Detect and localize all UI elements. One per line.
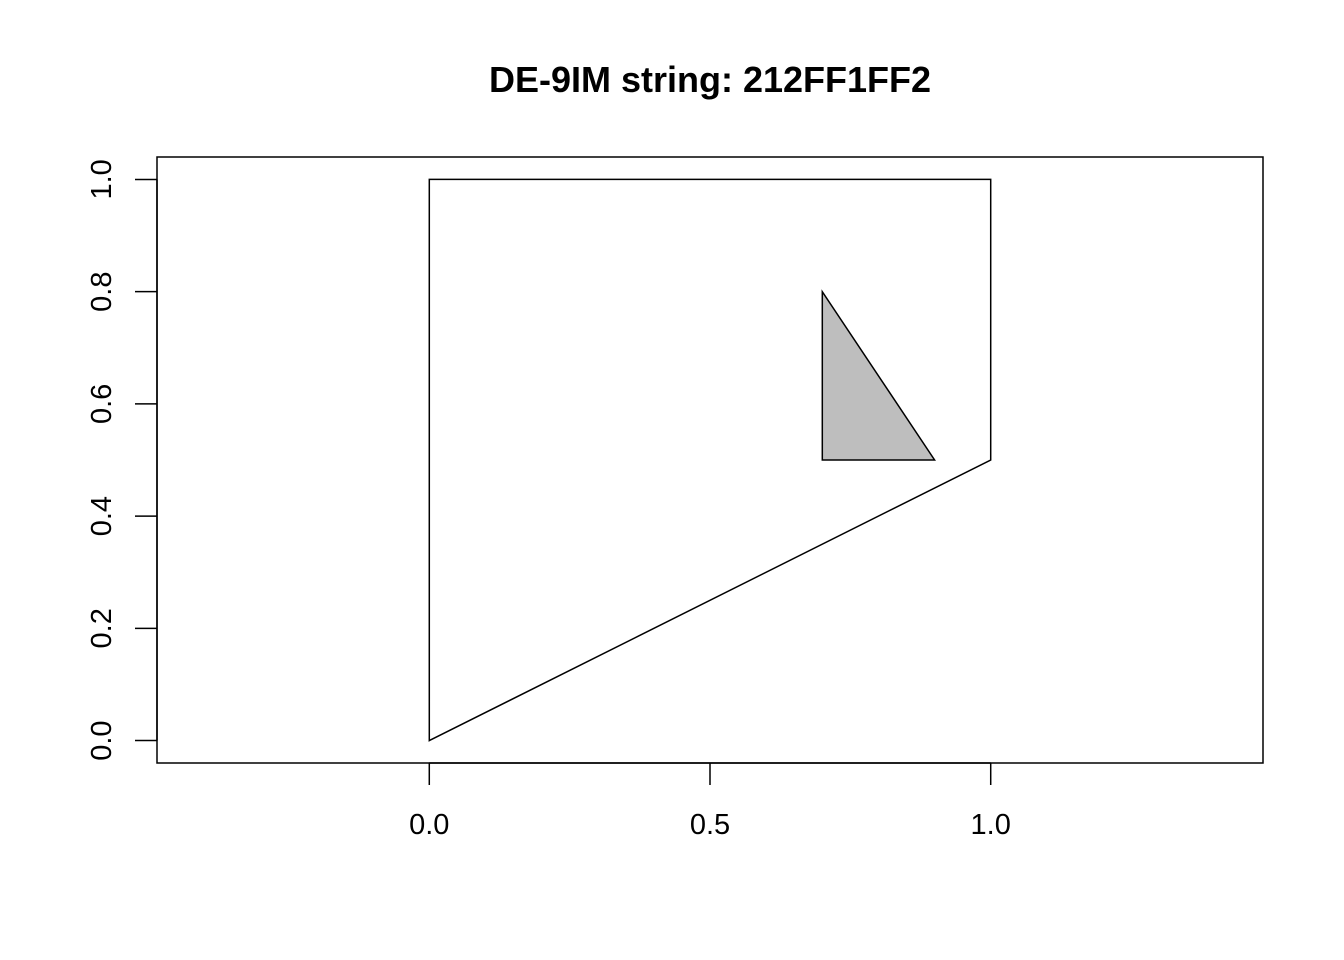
x-tick-label: 0.5 [690, 809, 730, 841]
y-tick-label: 0.8 [86, 272, 118, 312]
polygon-layer [428, 178, 992, 742]
polygon-1 [821, 289, 937, 461]
y-tick-label: 1.0 [86, 159, 118, 199]
y-axis: 0.0 0.2 0.4 0.6 0.8 1.0 [86, 159, 158, 761]
x-axis: 0.0 0.5 1.0 [409, 762, 1011, 841]
y-tick-label: 0.6 [86, 384, 118, 424]
x-tick-label: 1.0 [971, 809, 1011, 841]
y-tick-label: 0.0 [86, 720, 118, 760]
x-tick-label: 0.0 [409, 809, 449, 841]
y-tick-label: 0.2 [86, 608, 118, 648]
y-tick-label: 0.4 [86, 496, 118, 536]
polygon-0 [428, 178, 992, 742]
plot-title: DE-9IM string: 212FF1FF2 [489, 59, 931, 100]
